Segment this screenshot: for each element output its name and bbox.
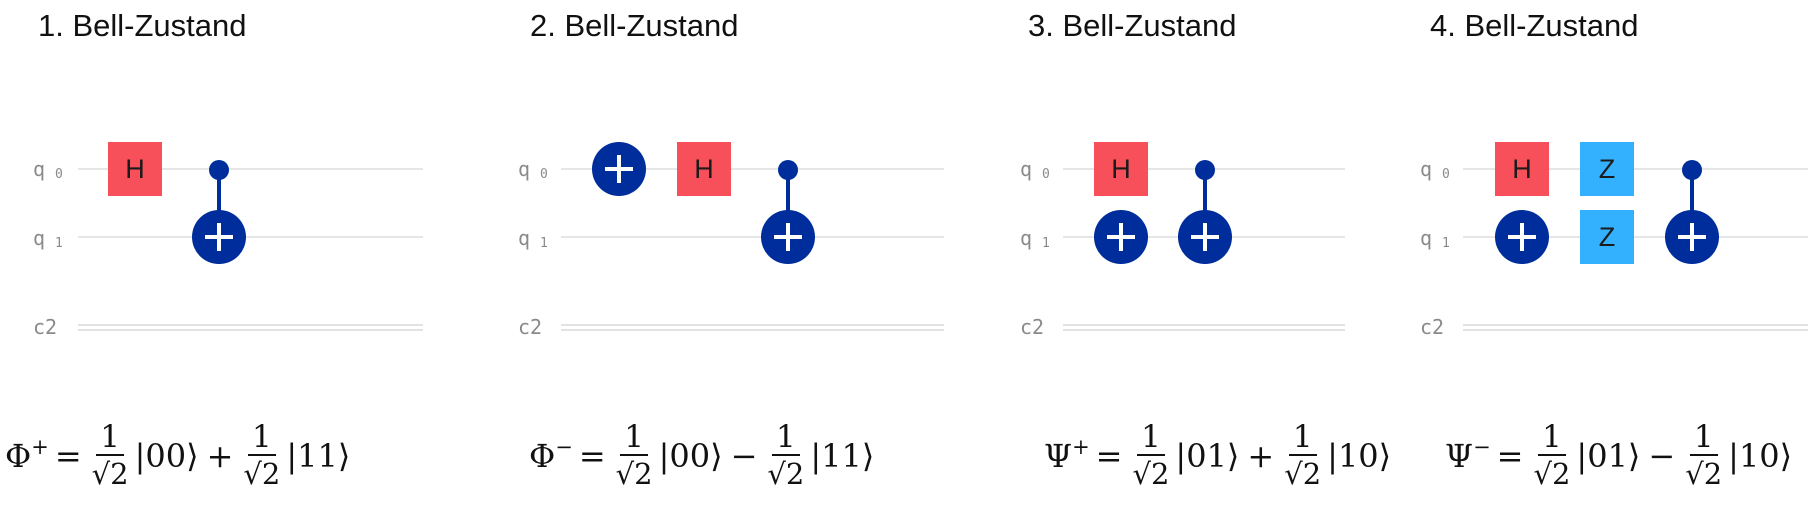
- cnot-control-dot[interactable]: [1195, 160, 1215, 180]
- hadamard-gate[interactable]: H: [1094, 142, 1148, 196]
- cnot-control-dot[interactable]: [778, 160, 798, 180]
- z-gate-q1[interactable]: Z: [1580, 210, 1634, 264]
- x-gate-icon[interactable]: [1495, 210, 1549, 264]
- cnot-target-icon[interactable]: [1178, 210, 1232, 264]
- fraction-2: 1 √2: [243, 419, 281, 491]
- equals-sign: =: [54, 437, 82, 475]
- classical-wire: [1063, 324, 1345, 331]
- qubit-1-wire: [1063, 236, 1345, 238]
- ket-2: |10⟩: [1728, 437, 1793, 475]
- state-symbol: Ψ: [1445, 437, 1474, 475]
- ket-2: |10⟩: [1327, 437, 1392, 475]
- fraction-1: 1 √2: [1533, 419, 1571, 491]
- x-gate-icon[interactable]: [592, 142, 646, 196]
- ket-2: |11⟩: [286, 437, 351, 475]
- operator: +: [1247, 437, 1275, 475]
- equals-sign: =: [578, 437, 606, 475]
- operator: +: [206, 437, 234, 475]
- qubit-1-wire: [1463, 236, 1808, 238]
- fraction-1: 1 √2: [91, 419, 129, 491]
- operator: −: [1648, 437, 1676, 475]
- state-superscript: +: [31, 435, 49, 459]
- panel-title: 2. Bell-Zustand: [530, 8, 739, 43]
- qubit-0-wire: [1463, 168, 1808, 170]
- bell-state-formula: Φ − = 1 √2 |00⟩ − 1 √2 |11⟩: [529, 420, 876, 492]
- ket-1: |00⟩: [134, 437, 199, 475]
- equals-sign: =: [1496, 437, 1524, 475]
- classical-wire: [1463, 324, 1808, 331]
- state-superscript: −: [555, 435, 573, 459]
- cnot-control-dot[interactable]: [209, 160, 229, 180]
- cnot-target-icon[interactable]: [1665, 210, 1719, 264]
- qubit-0-wire: [78, 168, 423, 170]
- fraction-2: 1 √2: [1284, 419, 1322, 491]
- cnot-target-icon[interactable]: [192, 210, 246, 264]
- bell-state-formula: Φ + = 1 √2 |00⟩ + 1 √2 |11⟩: [5, 420, 352, 492]
- state-symbol: Ψ: [1044, 437, 1073, 475]
- ket-2: |11⟩: [810, 437, 875, 475]
- qubit-0-wire: [561, 168, 944, 170]
- hadamard-gate[interactable]: H: [108, 142, 162, 196]
- classical-wire: [78, 324, 423, 331]
- state-superscript: −: [1473, 435, 1491, 459]
- classical-register-label: c2: [33, 315, 58, 339]
- x-gate-icon[interactable]: [1094, 210, 1148, 264]
- qubit-1-wire: [78, 236, 423, 238]
- operator: −: [730, 437, 758, 475]
- z-gate-q0[interactable]: Z: [1580, 142, 1634, 196]
- bell-state-formula: Ψ + = 1 √2 |01⟩ + 1 √2 |10⟩: [1044, 420, 1393, 492]
- cnot-control-line: [1690, 170, 1694, 220]
- classical-register-label: c2: [518, 315, 543, 339]
- ket-1: |01⟩: [1175, 437, 1240, 475]
- equals-sign: =: [1095, 437, 1123, 475]
- cnot-control-line: [217, 170, 221, 220]
- classical-wire: [561, 324, 944, 331]
- hadamard-gate[interactable]: H: [677, 142, 731, 196]
- ket-1: |01⟩: [1576, 437, 1641, 475]
- cnot-control-dot[interactable]: [1682, 160, 1702, 180]
- hadamard-gate[interactable]: H: [1495, 142, 1549, 196]
- qubit-0-wire: [1063, 168, 1345, 170]
- cnot-target-icon[interactable]: [761, 210, 815, 264]
- state-symbol: Φ: [529, 437, 556, 475]
- qubit-1-wire: [561, 236, 944, 238]
- state-superscript: +: [1072, 435, 1090, 459]
- ket-1: |00⟩: [658, 437, 723, 475]
- bell-state-formula: Ψ − = 1 √2 |01⟩ − 1 √2 |10⟩: [1445, 420, 1794, 492]
- state-symbol: Φ: [5, 437, 32, 475]
- panel-title: 1. Bell-Zustand: [38, 8, 247, 43]
- classical-register-label: c2: [1420, 315, 1445, 339]
- cnot-control-line: [1203, 170, 1207, 220]
- panel-title: 3. Bell-Zustand: [1028, 8, 1237, 43]
- classical-register-label: c2: [1020, 315, 1045, 339]
- panel-title: 4. Bell-Zustand: [1430, 8, 1639, 43]
- fraction-1: 1 √2: [1132, 419, 1170, 491]
- cnot-control-line: [786, 170, 790, 220]
- fraction-1: 1 √2: [615, 419, 653, 491]
- fraction-2: 1 √2: [1685, 419, 1723, 491]
- fraction-2: 1 √2: [767, 419, 805, 491]
